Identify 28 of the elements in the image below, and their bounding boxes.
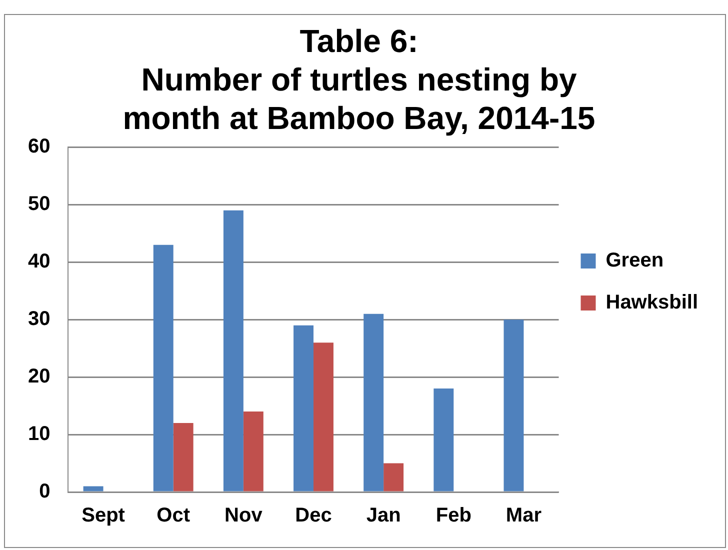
bar xyxy=(243,412,264,492)
legend-label: Hawksbill xyxy=(606,292,698,314)
y-tick-label: 10 xyxy=(28,423,50,446)
x-tick-label: Feb xyxy=(436,504,472,527)
x-tick-label: Oct xyxy=(156,504,190,527)
x-tick-label: Jan xyxy=(366,504,401,527)
bar xyxy=(153,244,174,492)
x-tick-label: Dec xyxy=(295,504,332,527)
y-tick-label: 20 xyxy=(28,366,50,388)
y-tick-label: 40 xyxy=(28,250,50,273)
y-tick-label: 60 xyxy=(28,136,50,158)
legend-label: Green xyxy=(606,250,664,272)
bar xyxy=(434,388,454,492)
bar xyxy=(223,210,244,492)
x-tick-label: Sept xyxy=(82,504,126,527)
chart-title: Table 6: Number of turtles nesting by month at Bamboo Bay, 2014-15 xyxy=(122,23,596,136)
y-tick-label: 0 xyxy=(39,480,50,503)
bar xyxy=(504,320,524,492)
y-tick-label: 30 xyxy=(28,308,50,330)
bar xyxy=(384,463,404,492)
x-tick-label: Mar xyxy=(506,504,542,527)
bar xyxy=(173,423,194,492)
y-tick-label: 50 xyxy=(28,193,50,216)
bar xyxy=(294,325,314,492)
bar xyxy=(364,314,384,492)
x-tick-label: Nov xyxy=(224,504,264,527)
bar xyxy=(313,342,334,492)
bar xyxy=(83,486,104,492)
